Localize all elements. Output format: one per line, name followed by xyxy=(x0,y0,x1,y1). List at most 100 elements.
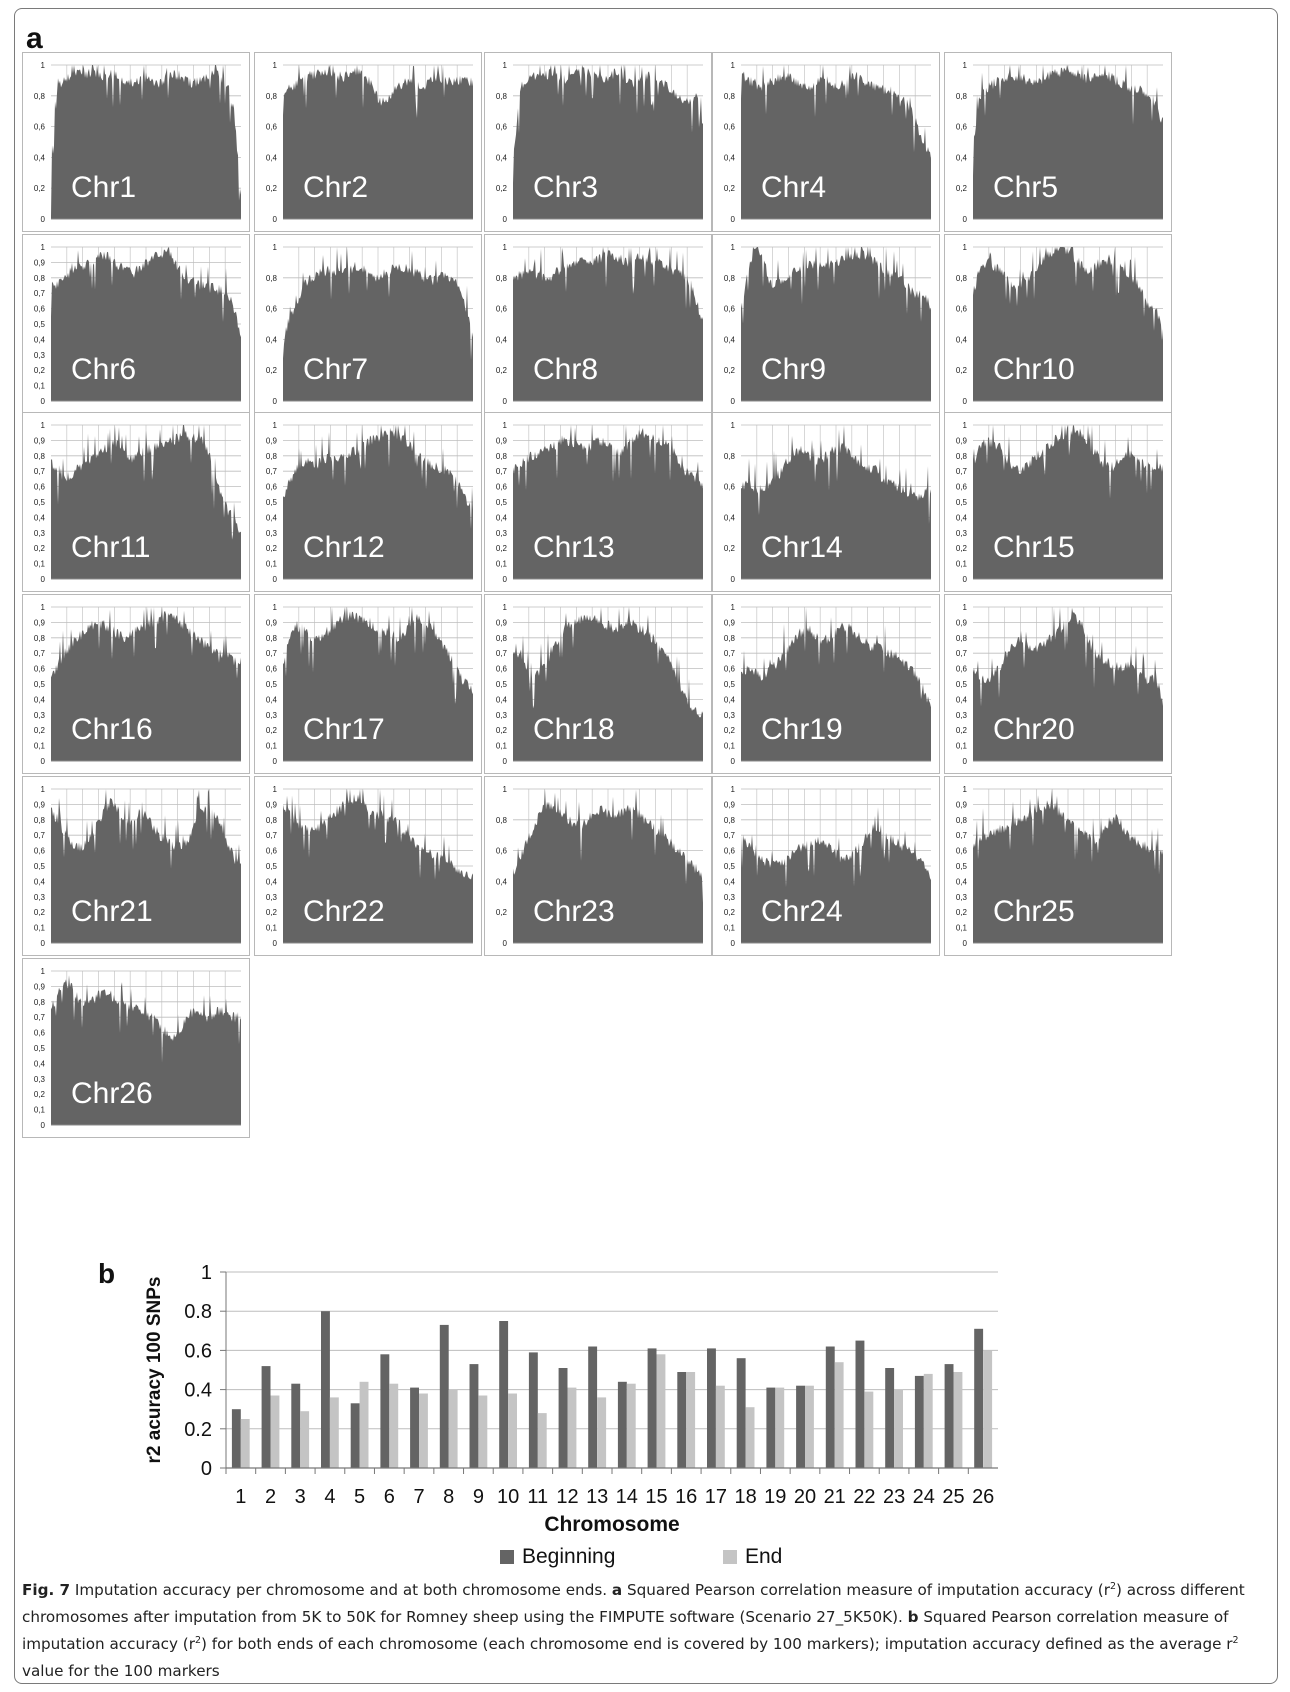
chromosome-chart-bars xyxy=(973,65,1163,219)
panel-a-label: a xyxy=(26,22,43,55)
chromosome-chart-plot: 1 0,8 0,6 0,4 0,2 0 xyxy=(496,785,703,948)
chromosome-chart-tick-label: 0,1 xyxy=(34,382,46,391)
chromosome-chart-tick-label: 1 xyxy=(963,785,968,794)
chromosome-chart-plot: 1 0,8 0,6 0,4 0,2 0 xyxy=(266,61,473,224)
bar-beginning xyxy=(974,1328,984,1468)
chromosome-chart-tick-label: 0,4 xyxy=(34,513,46,522)
figure-frame xyxy=(14,8,1278,1684)
chromosome-chart-tick-label: 0,7 xyxy=(724,649,736,658)
chromosome-chart-tick-label: 1 xyxy=(503,243,508,252)
chromosome-chart-tick-label: 0,2 xyxy=(34,908,46,917)
chromosome-chart-tick-label: 0,4 xyxy=(496,695,508,704)
chromosome-chart-tick-label: 0,2 xyxy=(956,726,968,735)
chromosome-chart-tick-label: 0,8 xyxy=(34,816,46,825)
chromosome-chart-tick-label: 0,3 xyxy=(496,711,508,720)
chromosome-chart-tick-label: 0,7 xyxy=(724,831,736,840)
chromosome-chart-tick-label: 0,1 xyxy=(496,742,508,751)
chromosome-chart-label: Chr15 xyxy=(993,531,1075,564)
bar-chart-x-tick-label: 6 xyxy=(384,1486,395,1508)
chromosome-chart-tick-label: 0,4 xyxy=(34,153,46,162)
legend-label-beginning: Beginning xyxy=(522,1545,616,1568)
chromosome-chart-tick-label: 0,5 xyxy=(34,320,46,329)
chromosome-chart-tick-label: 0,8 xyxy=(956,92,968,101)
chromosome-chart-plot: 1 0,9 0,8 0,7 0,6 0,5 0,4 0,3 0,2 0,1 0 xyxy=(956,603,1163,766)
caption-text-b: Squared Pearson correlation measure of i… xyxy=(22,1608,1229,1653)
legend-swatch-end xyxy=(723,1550,737,1564)
bar-chart-y-axis-title: r2 acuracy 100 SNPs xyxy=(144,1277,165,1464)
chromosome-chart-tick-label: 0,4 xyxy=(724,335,736,344)
bar-chart-x-tick-label: 11 xyxy=(527,1486,548,1508)
chromosome-chart-tick-label: 1 xyxy=(963,243,968,252)
chromosome-chart-plot: 1 0,9 0,8 0,7 0,6 0,5 0,4 0,3 0,2 0,1 0 xyxy=(724,785,931,948)
chromosome-chart: 1 0,9 0,8 0,7 0,6 0,5 0,4 0,3 0,2 0,1 0 Chr19 xyxy=(712,594,940,774)
chromosome-chart-label: Chr6 xyxy=(71,353,137,386)
bar-chart-x-tick-label: 13 xyxy=(586,1486,608,1508)
chromosome-chart-label: Chr9 xyxy=(761,353,827,386)
bar-chart-x-tick-label: 17 xyxy=(705,1486,727,1508)
caption-sup: 2 xyxy=(1232,1634,1239,1646)
bar-beginning xyxy=(825,1346,835,1468)
chromosome-chart-tick-label: 0,6 xyxy=(724,847,736,856)
chromosome-chart-tick-label: 0,6 xyxy=(956,665,968,674)
chromosome-chart-tick-label: 0,7 xyxy=(496,649,508,658)
bar-end xyxy=(983,1350,993,1468)
chromosome-chart-tick-label: 0,6 xyxy=(34,123,46,132)
bar-end xyxy=(359,1381,369,1468)
chromosome-chart: 1 0,8 0,6 0,4 0,2 0 Chr9 xyxy=(712,234,940,414)
chromosome-chart-tick-label: 0,9 xyxy=(34,258,46,267)
caption-text-b2: ) for both ends of each chromosome (each… xyxy=(201,1635,1233,1653)
bar-beginning xyxy=(410,1387,419,1468)
chromosome-chart: 1 0,9 0,8 0,7 0,6 0,5 0,4 0,3 0,2 0,1 0 Chr25 xyxy=(944,776,1172,956)
chromosome-ends-bar-chart: 10.80.60.40.201 2 3 4 5 6 7 8 9 10 11 12 13 14 15 16 17 1… xyxy=(144,1262,998,1536)
chromosome-chart-tick-label: 0 xyxy=(503,397,508,406)
chromosome-chart: 1 0,9 0,8 0,7 0,6 0,5 0,4 0,3 0,2 0,1 0 Chr22 xyxy=(254,776,482,956)
bar-end xyxy=(834,1362,844,1468)
bar-chart-x-tick-label: 5 xyxy=(354,1486,365,1508)
chromosome-chart-tick-label: 1 xyxy=(731,61,736,70)
chromosome-chart-tick-label: 0,4 xyxy=(956,153,968,162)
chromosome-chart-tick-label: 0,4 xyxy=(724,513,736,522)
chromosome-chart-tick-label: 0,5 xyxy=(34,1044,46,1053)
chromosome-chart-tick-label: 0,6 xyxy=(34,1029,46,1038)
chromosome-chart-tick-label: 0,8 xyxy=(724,634,736,643)
chromosome-chart-tick-label: 0,2 xyxy=(724,908,736,917)
chromosome-chart-tick-label: 1 xyxy=(41,421,46,430)
chromosome-chart-tick-label: 0,4 xyxy=(496,513,508,522)
bar-beginning xyxy=(380,1354,390,1468)
bar-beginning xyxy=(261,1366,271,1468)
bar-end xyxy=(745,1407,755,1468)
bar-chart-x-tick-label: 10 xyxy=(497,1486,519,1508)
bar-beginning xyxy=(291,1383,301,1468)
chromosome-chart-tick-label: 0,4 xyxy=(34,695,46,704)
caption-text-a: Squared Pearson correlation measure of i… xyxy=(627,1581,1110,1599)
chromosome-chart-tick-label: 0,5 xyxy=(724,680,736,689)
chromosome-chart-tick-label: 0,5 xyxy=(266,498,278,507)
chromosome-chart-tick-label: 1 xyxy=(273,603,278,612)
chromosome-chart: 1 0,9 0,8 0,7 0,6 0,5 0,4 0,3 0,2 0,1 0 Chr17 xyxy=(254,594,482,774)
chromosome-chart-plot: 1 0,8 0,6 0,4 0,2 0 xyxy=(724,421,931,584)
bar-beginning xyxy=(677,1372,687,1468)
chromosome-chart-label: Chr4 xyxy=(761,171,827,204)
chromosome-chart-tick-label: 0,3 xyxy=(724,711,736,720)
chromosome-chart-tick-label: 0,4 xyxy=(496,335,508,344)
chromosome-chart-tick-label: 0,8 xyxy=(496,274,508,283)
bar-chart-x-tick-label: 25 xyxy=(942,1486,964,1508)
bar-chart-x-tick-label: 16 xyxy=(675,1486,697,1508)
caption-label-a: a xyxy=(611,1581,623,1599)
chromosome-chart-tick-label: 0,5 xyxy=(266,862,278,871)
chromosome-chart-tick-label: 0,4 xyxy=(266,335,278,344)
bar-end xyxy=(775,1387,785,1468)
chromosome-chart-tick-label: 0,2 xyxy=(496,184,508,193)
bar-beginning xyxy=(469,1364,479,1468)
chromosome-chart-label: Chr18 xyxy=(533,713,615,746)
chromosome-chart-tick-label: 0,3 xyxy=(266,529,278,538)
chromosome-chart-tick-label: 0,1 xyxy=(724,742,736,751)
chromosome-chart-tick-label: 0,8 xyxy=(956,274,968,283)
chromosome-chart: 1 0,9 0,8 0,7 0,6 0,5 0,4 0,3 0,2 0,1 0 Chr13 xyxy=(484,412,712,592)
chromosome-chart-tick-label: 0,1 xyxy=(34,742,46,751)
bar-beginning xyxy=(885,1368,895,1468)
chromosome-chart-tick-label: 0,4 xyxy=(496,153,508,162)
chromosome-chart-tick-label: 0,3 xyxy=(34,893,46,902)
bar-chart-x-tick-label: 3 xyxy=(295,1486,306,1508)
chromosome-chart-tick-label: 1 xyxy=(731,603,736,612)
